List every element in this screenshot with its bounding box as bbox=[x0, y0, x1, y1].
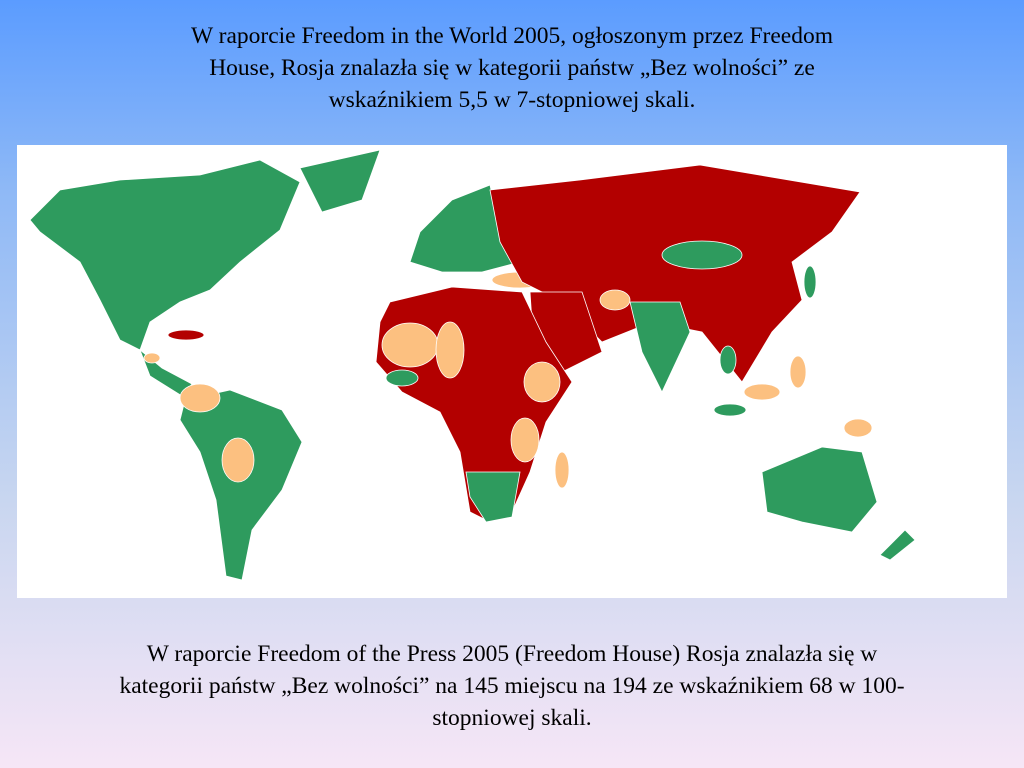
text-line: House, Rosja znalazła się w kategorii pa… bbox=[209, 55, 815, 81]
text-line: stopniowej skali. bbox=[432, 705, 592, 731]
world-map bbox=[17, 145, 1007, 598]
footer-text: W raporcie Freedom of the Press 2005 (Fr… bbox=[0, 638, 1024, 734]
header-text: W raporcie Freedom in the World 2005, og… bbox=[0, 20, 1024, 116]
text-line: W raporcie Freedom in the World 2005, og… bbox=[190, 23, 834, 49]
text-line: kategorii państw „Bez wolności” na 145 m… bbox=[119, 673, 905, 699]
text-line: W raporcie Freedom of the Press 2005 (Fr… bbox=[146, 641, 878, 667]
text-line: wskaźnikiem 5,5 w 7-stopniowej skali. bbox=[328, 87, 696, 113]
